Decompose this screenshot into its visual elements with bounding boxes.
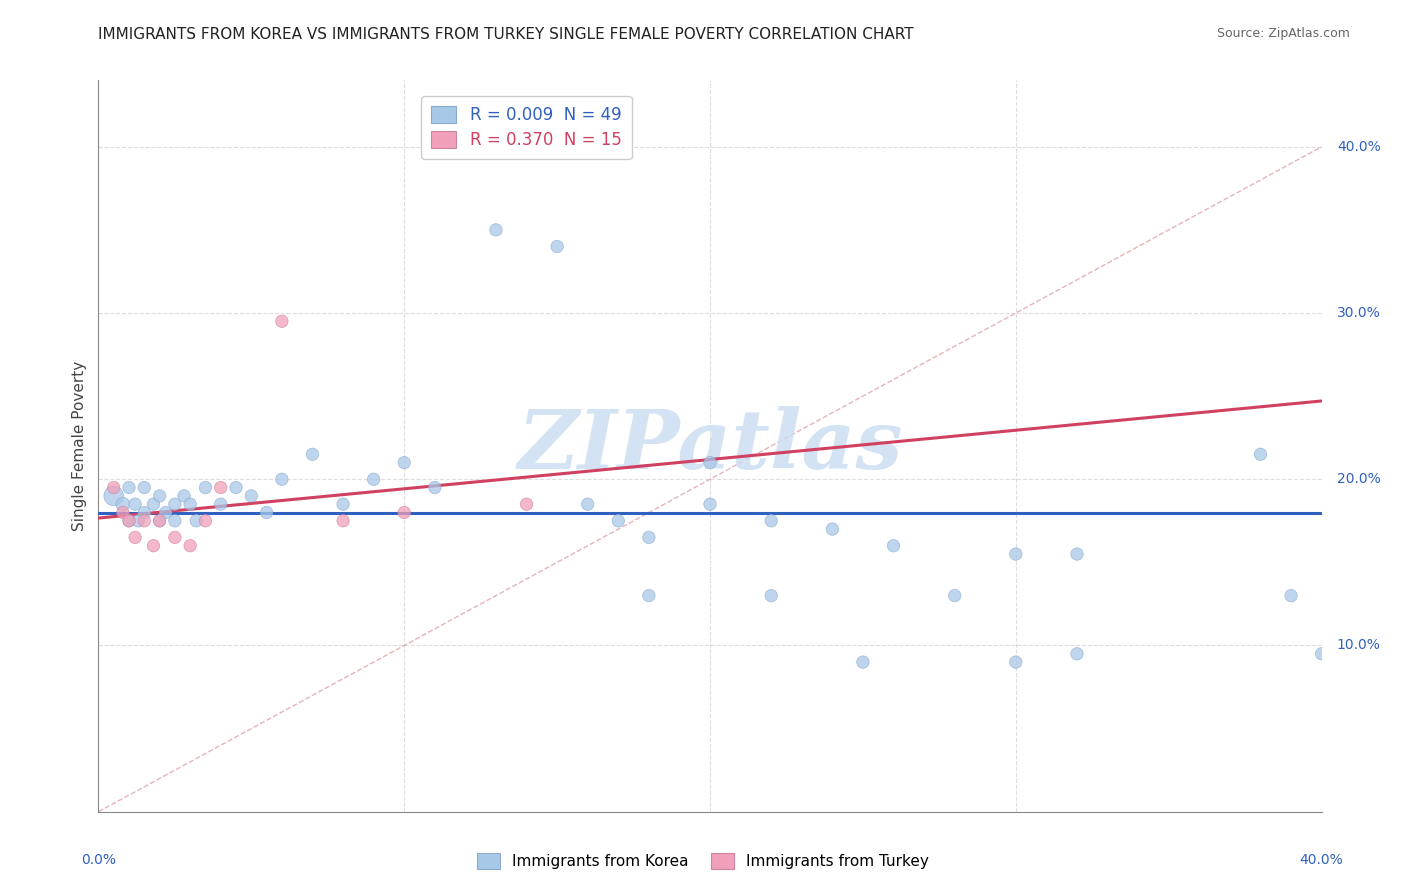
Point xyxy=(149,489,172,503)
Point xyxy=(1310,647,1333,661)
Point xyxy=(194,481,217,495)
Point xyxy=(1066,647,1088,661)
Point xyxy=(1004,655,1026,669)
Point xyxy=(124,530,146,544)
Point xyxy=(637,530,661,544)
Text: 40.0%: 40.0% xyxy=(1299,854,1344,867)
Text: 0.0%: 0.0% xyxy=(82,854,115,867)
Point xyxy=(699,456,721,470)
Point xyxy=(256,506,278,520)
Point xyxy=(332,514,354,528)
Point xyxy=(163,514,186,528)
Legend: R = 0.009  N = 49, R = 0.370  N = 15: R = 0.009 N = 49, R = 0.370 N = 15 xyxy=(422,96,631,159)
Point xyxy=(392,456,416,470)
Point xyxy=(363,472,385,486)
Point xyxy=(179,539,201,553)
Point xyxy=(225,481,247,495)
Point xyxy=(209,481,232,495)
Point xyxy=(699,497,721,511)
Point xyxy=(943,589,966,603)
Point xyxy=(103,489,125,503)
Point xyxy=(149,514,172,528)
Point xyxy=(194,514,217,528)
Point xyxy=(852,655,875,669)
Point xyxy=(111,506,134,520)
Point xyxy=(270,472,292,486)
Point xyxy=(332,497,354,511)
Point xyxy=(1066,547,1088,561)
Point xyxy=(516,497,538,511)
Legend: Immigrants from Korea, Immigrants from Turkey: Immigrants from Korea, Immigrants from T… xyxy=(471,847,935,875)
Point xyxy=(1279,589,1302,603)
Text: IMMIGRANTS FROM KOREA VS IMMIGRANTS FROM TURKEY SINGLE FEMALE POVERTY CORRELATIO: IMMIGRANTS FROM KOREA VS IMMIGRANTS FROM… xyxy=(98,27,914,42)
Point xyxy=(163,497,186,511)
Point xyxy=(576,497,599,511)
Point xyxy=(883,539,905,553)
Point xyxy=(1249,447,1271,461)
Point xyxy=(134,514,156,528)
Point xyxy=(759,589,782,603)
Point xyxy=(821,522,844,536)
Point xyxy=(637,589,661,603)
Point xyxy=(186,514,208,528)
Text: 20.0%: 20.0% xyxy=(1337,472,1381,486)
Text: 10.0%: 10.0% xyxy=(1337,639,1381,652)
Point xyxy=(111,497,134,511)
Point xyxy=(103,481,125,495)
Point xyxy=(134,506,156,520)
Point xyxy=(118,514,141,528)
Text: 40.0%: 40.0% xyxy=(1337,140,1381,153)
Point xyxy=(759,514,782,528)
Point xyxy=(485,223,508,237)
Point xyxy=(124,497,146,511)
Point xyxy=(149,514,172,528)
Point xyxy=(301,447,323,461)
Point xyxy=(546,239,568,253)
Point xyxy=(392,506,416,520)
Y-axis label: Single Female Poverty: Single Female Poverty xyxy=(72,361,87,531)
Point xyxy=(423,481,446,495)
Point xyxy=(270,314,292,328)
Point xyxy=(179,497,201,511)
Point xyxy=(134,481,156,495)
Text: Source: ZipAtlas.com: Source: ZipAtlas.com xyxy=(1216,27,1350,40)
Point xyxy=(142,539,165,553)
Point xyxy=(173,489,195,503)
Point xyxy=(155,506,177,520)
Point xyxy=(240,489,263,503)
Text: 30.0%: 30.0% xyxy=(1337,306,1381,320)
Point xyxy=(209,497,232,511)
Point xyxy=(142,497,165,511)
Text: ZIPatlas: ZIPatlas xyxy=(517,406,903,486)
Point xyxy=(127,514,149,528)
Point xyxy=(118,481,141,495)
Point xyxy=(118,514,141,528)
Point xyxy=(1004,547,1026,561)
Point xyxy=(163,530,186,544)
Point xyxy=(607,514,630,528)
